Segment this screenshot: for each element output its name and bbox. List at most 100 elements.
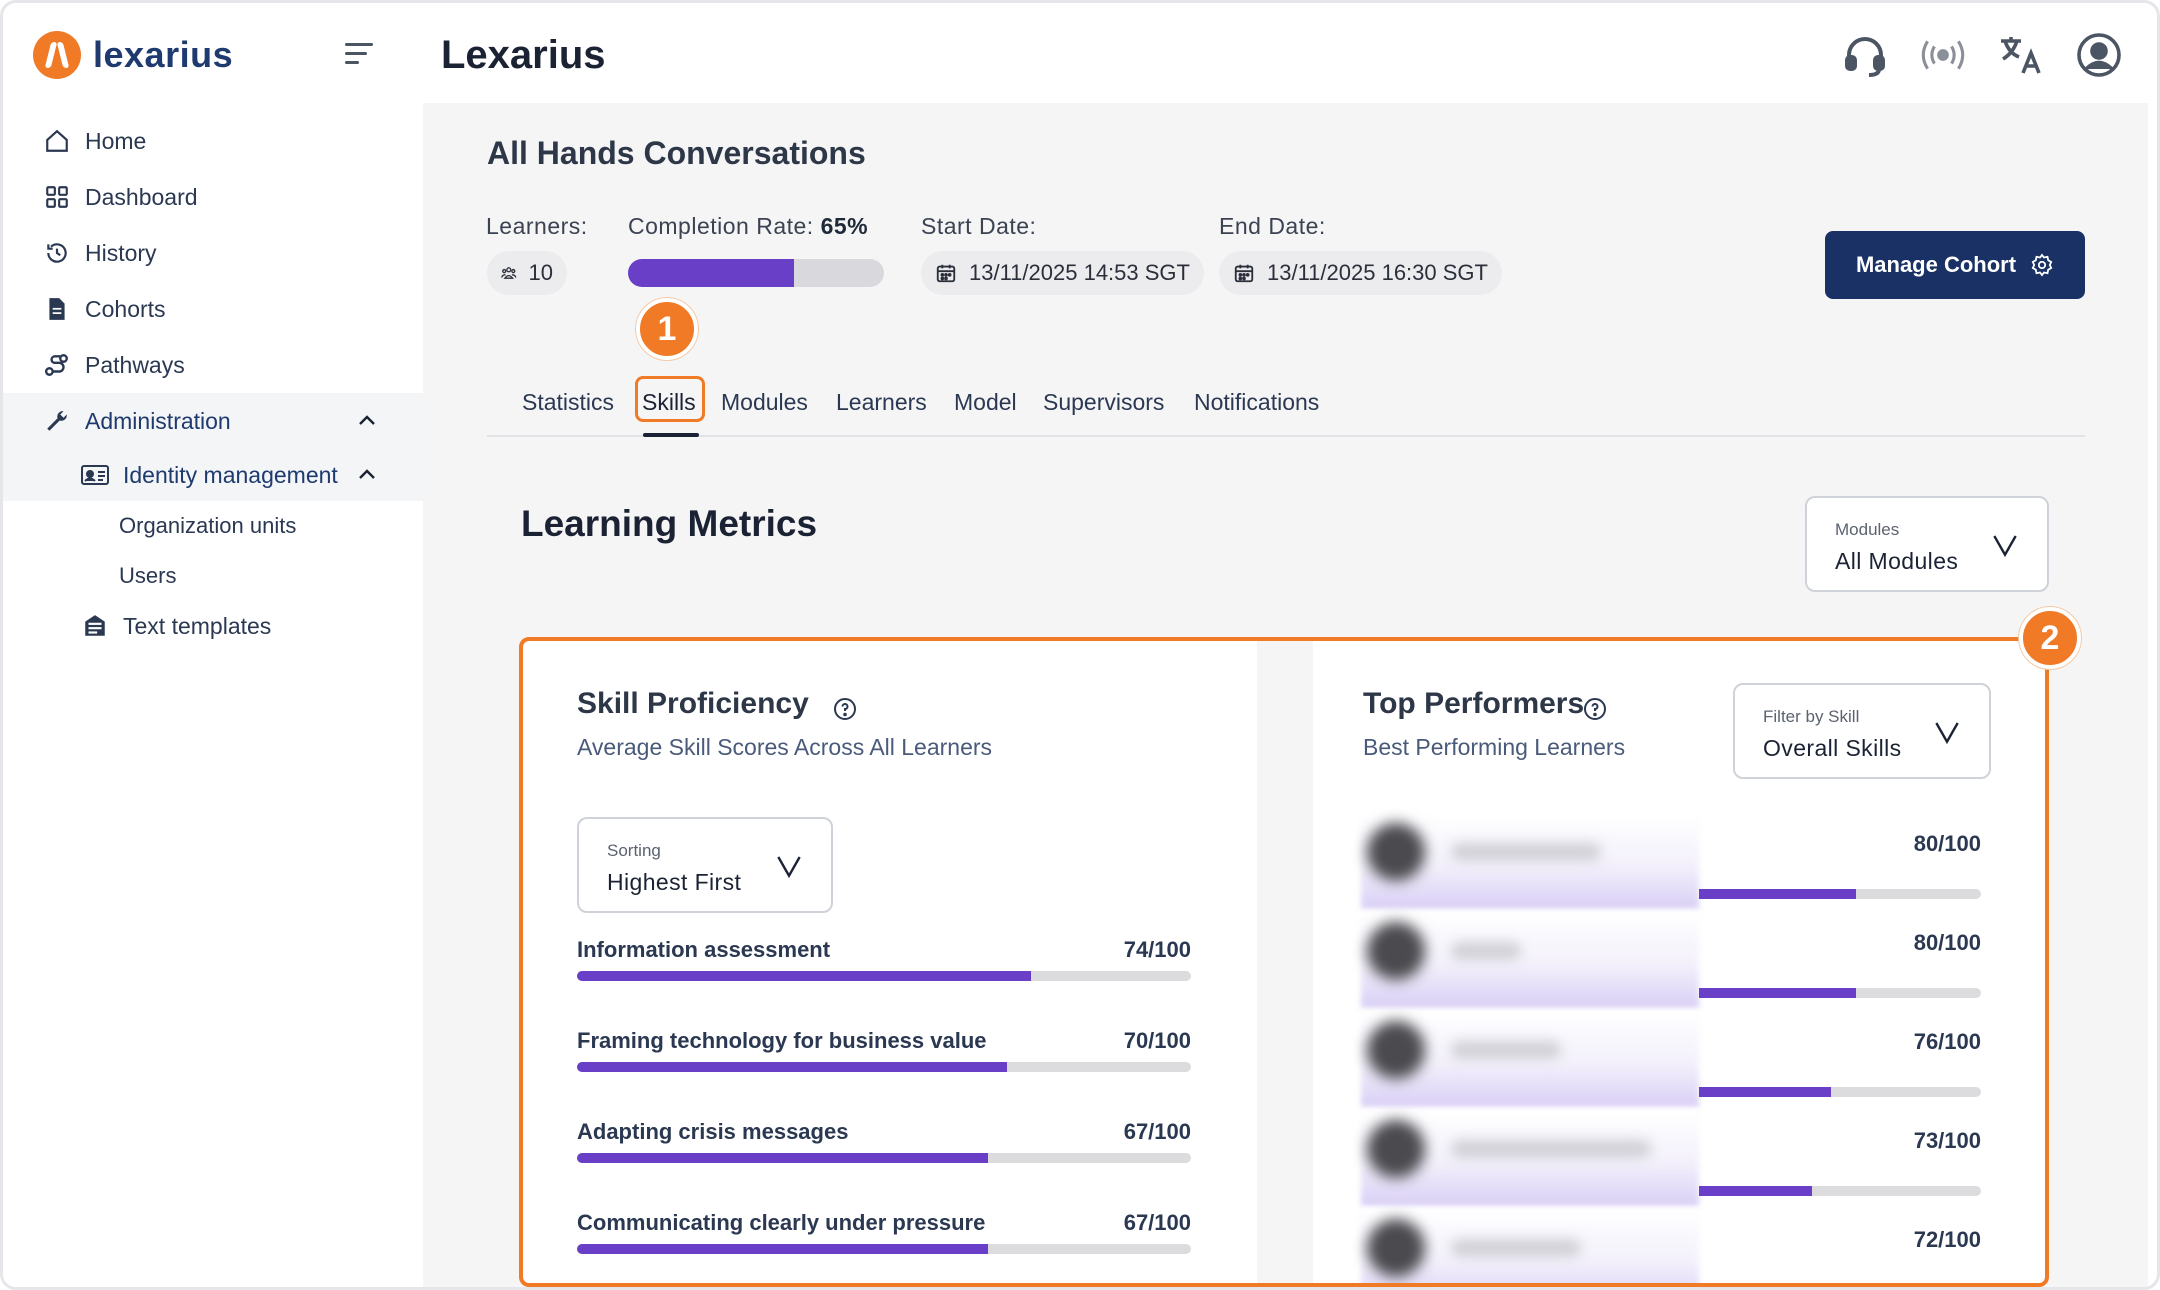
- performer-row[interactable]: 80/100: [1361, 813, 1981, 909]
- avatar: [1367, 823, 1425, 881]
- skill-score: 67/100: [1123, 1210, 1191, 1235]
- tab-supervisors[interactable]: Supervisors: [1043, 389, 1165, 415]
- start-date-pill: 13/11/2025 14:53 SGT: [921, 251, 1204, 295]
- top-header: Lexarius: [423, 3, 2157, 103]
- sidebar-item-history[interactable]: History: [3, 225, 423, 281]
- sorting-select-label: Sorting: [607, 841, 661, 860]
- help-icon[interactable]: [1583, 697, 1607, 721]
- skill-row: Framing technology for business value 70…: [577, 1028, 1191, 1072]
- sorting-select[interactable]: Sorting Highest First: [577, 817, 833, 913]
- chevron-down-icon: [1993, 535, 2017, 558]
- modules-select[interactable]: Modules All Modules: [1805, 496, 2049, 592]
- chevron-down-icon: [777, 856, 801, 879]
- performer-row[interactable]: 72/100: [1361, 1209, 1981, 1287]
- skill-score: 70/100: [1123, 1028, 1191, 1053]
- brand-logo[interactable]: lexarius: [33, 31, 233, 79]
- sidebar-item-label: History: [85, 239, 157, 266]
- menu-toggle-icon[interactable]: [345, 43, 375, 67]
- chevron-up-icon[interactable]: [355, 409, 379, 433]
- completion-progress-bar: [628, 259, 884, 287]
- home-icon: [43, 127, 71, 155]
- sidebar-item-cohorts[interactable]: Cohorts: [3, 281, 423, 337]
- sidebar-item-label: Text templates: [123, 612, 272, 639]
- avatar: [1367, 1021, 1425, 1079]
- sidebar-item-label: Pathways: [85, 351, 185, 378]
- manage-cohort-label: Manage Cohort: [1855, 252, 2017, 277]
- top-performers-title: Top Performers: [1363, 687, 1585, 720]
- tab-notifications[interactable]: Notifications: [1194, 389, 1320, 415]
- cohort-tabs: [487, 371, 2085, 437]
- metrics-highlight-frame: [519, 637, 2049, 1287]
- sidebar-item-label: Organization units: [119, 513, 297, 538]
- skill-name: Communicating clearly under pressure: [577, 1210, 986, 1235]
- help-icon[interactable]: [833, 697, 857, 721]
- top-performers-subtitle: Best Performing Learners: [1363, 734, 1626, 760]
- performer-score: 72/100: [1913, 1227, 1981, 1252]
- tab-model[interactable]: Model: [954, 389, 1017, 415]
- skill-bar: [577, 1153, 1191, 1163]
- page-title: All Hands Conversations: [487, 135, 866, 171]
- sidebar-item-identity-management[interactable]: Identity management: [3, 449, 423, 501]
- sidebar-item-administration[interactable]: Administration: [3, 393, 423, 449]
- performer-bar: [1699, 988, 1981, 998]
- manage-cohort-button[interactable]: Manage Cohort: [1825, 231, 2085, 299]
- top-performers-card: Top Performers Best Performing Learners …: [1313, 641, 2047, 1287]
- sidebar-item-label: Users: [119, 563, 177, 588]
- chevron-down-icon: [1935, 722, 1959, 745]
- sidebar-item-pathways[interactable]: Pathways: [3, 337, 423, 393]
- sidebar-item-label: Dashboard: [85, 183, 198, 210]
- performer-row[interactable]: 76/100: [1361, 1011, 1981, 1107]
- modules-select-value: All Modules: [1835, 548, 1959, 574]
- tab-learners[interactable]: Learners: [836, 389, 927, 415]
- performer-row[interactable]: 73/100: [1361, 1110, 1981, 1206]
- filter-by-skill-select[interactable]: Filter by Skill Overall Skills: [1733, 683, 1991, 779]
- lexarius-logo-icon: [33, 31, 81, 79]
- step-marker-2: 2: [2019, 607, 2081, 669]
- chevron-up-icon[interactable]: [355, 463, 379, 487]
- skill-name: Adapting crisis messages: [577, 1119, 849, 1144]
- skill-proficiency-subtitle: Average Skill Scores Across All Learners: [577, 734, 993, 760]
- sidebar-item-dashboard[interactable]: Dashboard: [3, 169, 423, 225]
- performer-bar: [1699, 889, 1981, 899]
- grid-icon: [43, 183, 71, 211]
- translate-icon[interactable]: [1997, 31, 2045, 79]
- header-actions: [1841, 31, 2123, 79]
- tab-statistics[interactable]: Statistics: [522, 389, 615, 415]
- skill-row: Communicating clearly under pressure 67/…: [577, 1210, 1191, 1254]
- sidebar-item-home[interactable]: Home: [3, 113, 423, 169]
- start-date-label: Start Date:: [921, 213, 1037, 239]
- performer-bar: [1699, 1186, 1981, 1196]
- sidebar-item-organization-units[interactable]: Organization units: [3, 501, 423, 551]
- headset-icon[interactable]: [1841, 31, 1889, 79]
- completion-label: Completion Rate: 65%: [628, 213, 869, 239]
- performer-row[interactable]: 80/100: [1361, 912, 1981, 1008]
- avatar: [1367, 922, 1425, 980]
- step-marker-1: 1: [636, 298, 698, 360]
- broadcast-icon[interactable]: [1919, 31, 1967, 79]
- app-title: Lexarius: [441, 33, 606, 77]
- sidebar-item-text-templates[interactable]: Text templates: [3, 601, 423, 651]
- skill-row: Information assessment 74/100: [577, 937, 1191, 981]
- end-date-value: 13/11/2025 16:30 SGT: [1267, 260, 1488, 285]
- tab-skills[interactable]: Skills: [642, 389, 696, 415]
- performer-name-redacted: [1451, 1140, 1651, 1158]
- skill-bar-fill: [577, 971, 1032, 981]
- performer-score: 73/100: [1913, 1128, 1981, 1153]
- sidebar-item-label: Cohorts: [85, 295, 166, 322]
- learners-label: Learners:: [486, 213, 588, 239]
- performer-score: 80/100: [1913, 930, 1981, 955]
- start-date-value: 13/11/2025 14:53 SGT: [969, 260, 1190, 285]
- performer-name-redacted: [1451, 843, 1601, 861]
- skill-proficiency-card: Skill Proficiency Average Skill Scores A…: [523, 641, 1257, 1287]
- learning-metrics-title: Learning Metrics: [521, 503, 818, 544]
- performer-bar-fill: [1699, 889, 1856, 899]
- user-account-icon[interactable]: [2075, 31, 2123, 79]
- sidebar-item-users[interactable]: Users: [3, 551, 423, 601]
- skill-bar-fill: [577, 1062, 1007, 1072]
- skill-row: Adapting crisis messages 67/100: [577, 1119, 1191, 1163]
- sidebar: lexarius Home Dashboard: [3, 3, 423, 1287]
- performer-name-redacted: [1451, 1041, 1561, 1059]
- tab-modules[interactable]: Modules: [721, 389, 808, 415]
- pathway-icon: [43, 351, 71, 379]
